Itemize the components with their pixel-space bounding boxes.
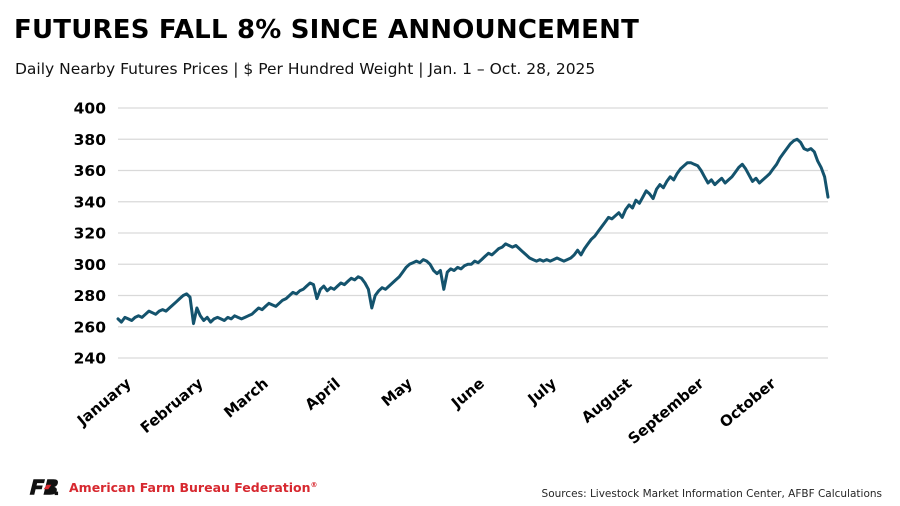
y-tick-label: 400 [74,100,107,118]
price-line [116,137,830,326]
y-tick-label: 300 [74,256,107,274]
chart-subtitle: Daily Nearby Futures Prices | $ Per Hund… [15,60,596,78]
afbf-logo-icon [29,479,59,496]
futures-price-chart: 240 260 280 300 320 340 360 380 400 January Februa… [73,100,830,448]
footer-branding: American Farm Bureau Federation® [20,475,318,499]
x-month-label: June [447,374,488,412]
y-tick-label: 260 [74,318,107,336]
x-month-label: October [716,374,780,432]
x-month-label: April [302,374,344,414]
sources-credit: Sources: Livestock Market Information Ce… [541,488,882,500]
x-month-label: February [137,374,207,437]
page-title: FUTURES FALL 8% SINCE ANNOUNCEMENT [14,15,639,45]
x-month-label: May [378,374,416,410]
registered-mark: ® [310,480,318,489]
x-month-label: August [578,374,635,426]
x-month-label: September [625,374,708,448]
y-tick-label: 340 [74,193,107,211]
x-month-label: March [220,374,271,421]
y-tick-label: 320 [74,225,107,243]
x-month-label: January [73,374,135,430]
org-name: American Farm Bureau Federation® [69,479,318,495]
y-tick-label: 240 [74,350,107,368]
y-tick-label: 380 [74,131,107,149]
y-tick-label: 280 [74,287,107,305]
y-tick-label: 360 [74,162,107,180]
x-month-label: July [524,374,560,409]
